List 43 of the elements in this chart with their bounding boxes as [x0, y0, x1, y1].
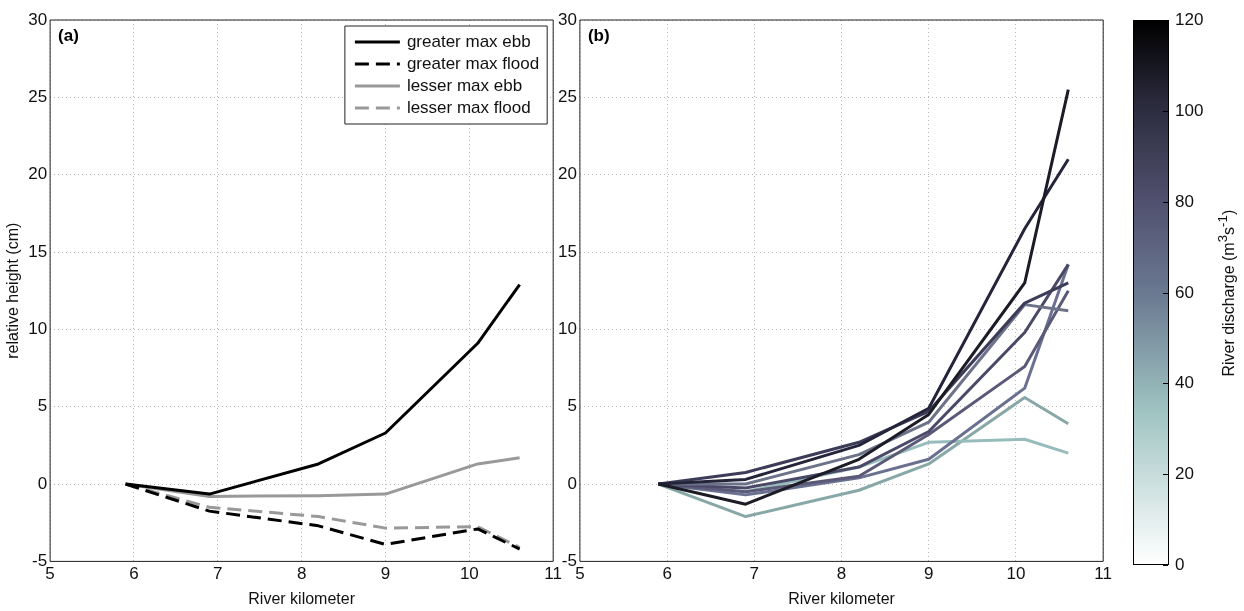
y-tick-label: 20: [28, 164, 48, 184]
x-axis-title: River kilometer: [248, 589, 356, 607]
annotation: (a): [58, 26, 79, 46]
y-tick-label: -5: [561, 551, 577, 571]
y-tick-label: 25: [28, 87, 48, 107]
legend-label: greater max flood: [406, 53, 540, 73]
x-tick-label: 10: [459, 564, 479, 584]
annotation: (b): [587, 26, 610, 46]
color-bar-label: 40: [1175, 373, 1194, 394]
color-bar-label: 20: [1175, 464, 1194, 485]
legend-label: greater max ebb: [406, 31, 531, 51]
legend-label: lesser max flood: [406, 97, 531, 117]
x-tick-label: 8: [836, 564, 847, 584]
y-tick-label: 30: [28, 9, 48, 29]
color-bar-label: 100: [1175, 100, 1204, 121]
y-axis-title: relative height (cm): [4, 222, 22, 359]
y-tick-label: 0: [37, 473, 48, 493]
y-tick-label: 20: [557, 164, 577, 184]
y-tick-label: 10: [28, 319, 48, 339]
x-tick-label: 9: [924, 564, 934, 584]
y-tick-label: 15: [557, 241, 577, 261]
y-tick-label: 25: [557, 87, 577, 107]
x-tick-label: 10: [1006, 564, 1026, 584]
x-tick-label: 8: [296, 564, 307, 584]
x-tick-label: 6: [662, 564, 672, 584]
x-tick-label: 9: [380, 564, 391, 584]
y-tick-label: 5: [37, 396, 48, 416]
y-tick-label: 15: [28, 241, 48, 261]
y-tick-label: 30: [557, 9, 577, 29]
color-bar-label: 0: [1175, 555, 1185, 575]
y-tick-label: 0: [567, 473, 577, 493]
x-tick-label: 11: [544, 564, 562, 584]
legend-label: lesser max ebb: [406, 75, 523, 95]
x-axis-title: River kilometer: [788, 589, 896, 607]
y-tick-label: 5: [567, 396, 577, 416]
color-bar-label: 120: [1175, 10, 1204, 30]
color-bar-label: 60: [1175, 282, 1194, 303]
color-bar-label: 80: [1175, 191, 1194, 212]
x-tick-label: 7: [749, 564, 760, 584]
x-tick-label: 11: [1094, 564, 1112, 584]
x-tick-label: 7: [213, 564, 223, 584]
x-tick-label: 6: [129, 564, 139, 584]
y-tick-label: 10: [557, 319, 577, 339]
